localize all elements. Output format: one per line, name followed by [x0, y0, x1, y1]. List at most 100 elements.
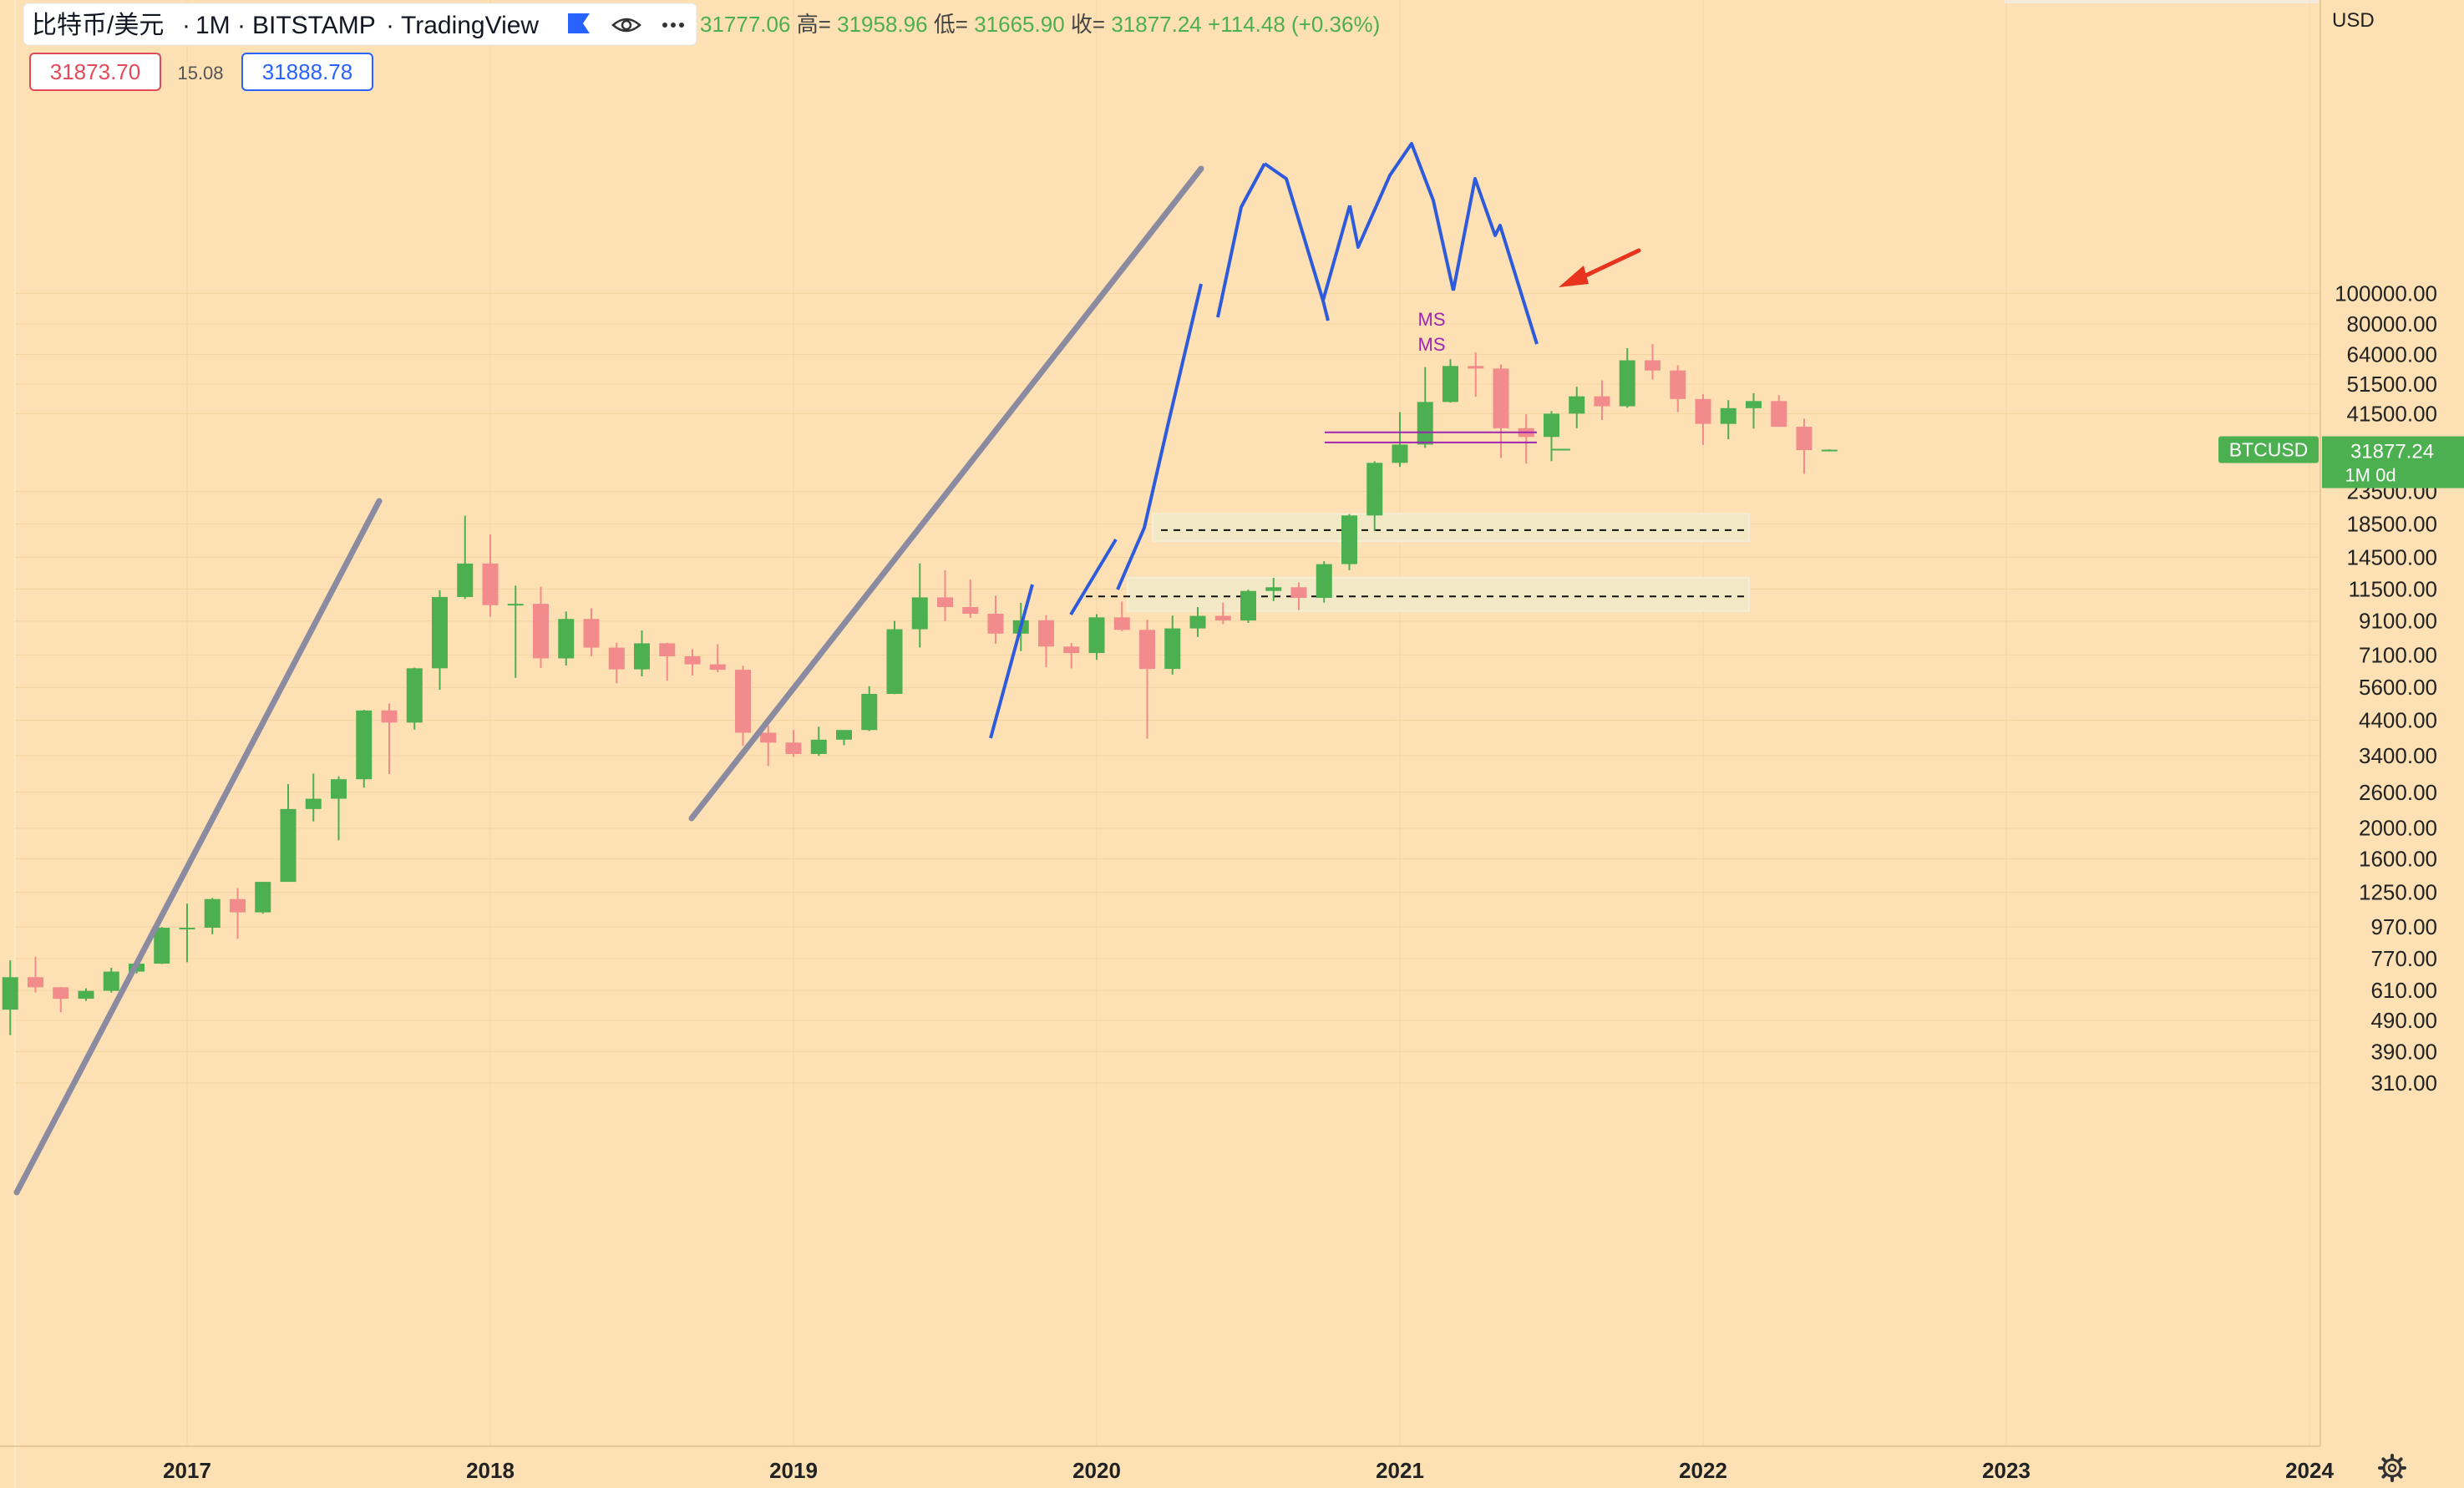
candle-2019-08[interactable]: [962, 580, 979, 618]
source-label[interactable]: TradingView: [401, 12, 539, 39]
candle-2017-08[interactable]: [356, 710, 373, 788]
price-axis-panel[interactable]: [2320, 0, 2464, 1488]
candle-2017-01[interactable]: [179, 903, 195, 963]
candle-2017-03[interactable]: [230, 888, 246, 939]
candle-2020-10[interactable]: [1316, 561, 1332, 603]
candle-2021-12[interactable]: [1670, 365, 1686, 412]
candle-2018-02[interactable]: [507, 585, 524, 678]
candle-2021-03[interactable]: [1442, 359, 1458, 403]
candle-2019-04[interactable]: [861, 686, 878, 731]
candle-2019-03[interactable]: [836, 730, 852, 746]
candle-2022-06[interactable]: [1821, 449, 1838, 452]
currency-label[interactable]: USD: [2332, 9, 2375, 32]
candle-2018-04[interactable]: [558, 611, 575, 666]
candle-2018-11[interactable]: [735, 666, 751, 747]
candle-2021-10[interactable]: [1619, 347, 1635, 408]
zigzag-leg-1[interactable]: [989, 584, 1034, 739]
candle-2020-09[interactable]: [1290, 582, 1307, 610]
zigzag-leg-7[interactable]: [1348, 142, 1455, 291]
candle-2017-02[interactable]: [204, 898, 221, 934]
candle-2020-04[interactable]: [1164, 615, 1181, 675]
candle-2018-06[interactable]: [608, 642, 625, 684]
candlesticks[interactable]: [2, 344, 1838, 1035]
zigzag-leg-6[interactable]: [1321, 300, 1330, 321]
candle-2021-02[interactable]: [1417, 367, 1433, 448]
candle-2016-12[interactable]: [154, 927, 170, 964]
candle-2022-04[interactable]: [1771, 395, 1787, 428]
candle-2018-07[interactable]: [634, 630, 650, 677]
candle-2018-09[interactable]: [684, 649, 701, 676]
candle-2021-09[interactable]: [1594, 380, 1610, 421]
trade-widget[interactable]: 31873.70 15.08 31888.78: [29, 53, 373, 91]
candle-2019-01[interactable]: [785, 730, 802, 757]
zigzag-leg-8[interactable]: [1452, 177, 1539, 345]
candle-2022-02[interactable]: [1720, 400, 1736, 440]
interval-label[interactable]: 1M: [195, 12, 231, 39]
sell-button[interactable]: [29, 53, 161, 91]
candle-2020-05[interactable]: [1189, 606, 1206, 637]
candle-2016-09[interactable]: [78, 988, 94, 1001]
arrow-annotation[interactable]: [1559, 248, 1641, 287]
market-structure-lines[interactable]: MS MS: [1325, 309, 1537, 443]
candle-2020-07[interactable]: [1240, 590, 1256, 623]
candle-2016-10[interactable]: [103, 967, 119, 993]
candle-2019-09[interactable]: [987, 595, 1004, 644]
candle-2021-01[interactable]: [1392, 412, 1408, 468]
candle-2020-11[interactable]: [1341, 514, 1357, 570]
candle-2021-07[interactable]: [1544, 411, 1559, 462]
candle-2022-03[interactable]: [1746, 392, 1762, 429]
candle-2021-08[interactable]: [1569, 387, 1585, 428]
candle-2022-01[interactable]: [1695, 393, 1711, 445]
trend-line-1[interactable]: [13, 498, 383, 1196]
candle-2021-04[interactable]: [1468, 352, 1484, 397]
candle-2017-06[interactable]: [305, 773, 322, 822]
candle-2017-10[interactable]: [406, 667, 423, 730]
support-zone-lower[interactable]: [1127, 576, 1750, 612]
symbol-name[interactable]: 比特币/美元: [32, 12, 164, 39]
candle-2018-08[interactable]: [659, 642, 676, 681]
candle-2020-06[interactable]: [1214, 602, 1231, 625]
candle-2017-09[interactable]: [381, 703, 398, 775]
candle-2021-11[interactable]: [1645, 344, 1660, 380]
gear-icon[interactable]: [2378, 1454, 2406, 1482]
drawings-layer[interactable]: MS MS: [13, 142, 1641, 1196]
candle-2022-05[interactable]: [1796, 418, 1813, 474]
trend-line-2[interactable]: [688, 165, 1204, 822]
zigzag-leg-2[interactable]: [1069, 538, 1118, 616]
candle-2016-06[interactable]: [2, 960, 18, 1035]
candle-2020-03[interactable]: [1139, 619, 1155, 739]
candle-2016-07[interactable]: [28, 956, 43, 993]
candle-2016-08[interactable]: [53, 987, 69, 1013]
candle-2018-10[interactable]: [709, 644, 726, 673]
candle-2017-07[interactable]: [331, 776, 347, 841]
candle-2018-12[interactable]: [760, 725, 777, 767]
candle-2017-12[interactable]: [457, 515, 474, 600]
candle-2018-05[interactable]: [583, 608, 600, 656]
candle-2019-05[interactable]: [886, 620, 903, 695]
candle-2018-01[interactable]: [482, 534, 499, 617]
candle-2018-03[interactable]: [533, 586, 549, 669]
zigzag-leg-5[interactable]: [1263, 162, 1351, 302]
candle-2017-11[interactable]: [432, 590, 448, 691]
buy-button[interactable]: [241, 53, 373, 91]
symbol-badge[interactable]: [2218, 436, 2319, 463]
candle-2017-05[interactable]: [280, 784, 297, 883]
candle-2020-02[interactable]: [1113, 601, 1130, 631]
support-zone-upper[interactable]: [1152, 513, 1750, 543]
flag-icon[interactable]: [568, 13, 590, 33]
current-price-badge[interactable]: [2322, 436, 2464, 488]
candle-2019-11[interactable]: [1038, 615, 1054, 667]
candle-2020-01[interactable]: [1088, 614, 1105, 660]
current-price-marker[interactable]: BTCUSD 31877.24 1M 0d: [2218, 436, 2464, 488]
candle-2019-06[interactable]: [911, 563, 928, 648]
eye-icon[interactable]: [611, 18, 641, 33]
candle-2020-12[interactable]: [1366, 461, 1383, 531]
candle-2017-04[interactable]: [255, 882, 271, 914]
zigzag-drawing[interactable]: [989, 142, 1539, 739]
candle-2019-02[interactable]: [810, 726, 827, 757]
candle-2019-07[interactable]: [937, 569, 953, 621]
symbol-legend[interactable]: 比特币/美元 · 1M · BITSTAMP · TradingView: [23, 3, 697, 46]
candle-2020-08[interactable]: [1265, 578, 1282, 601]
